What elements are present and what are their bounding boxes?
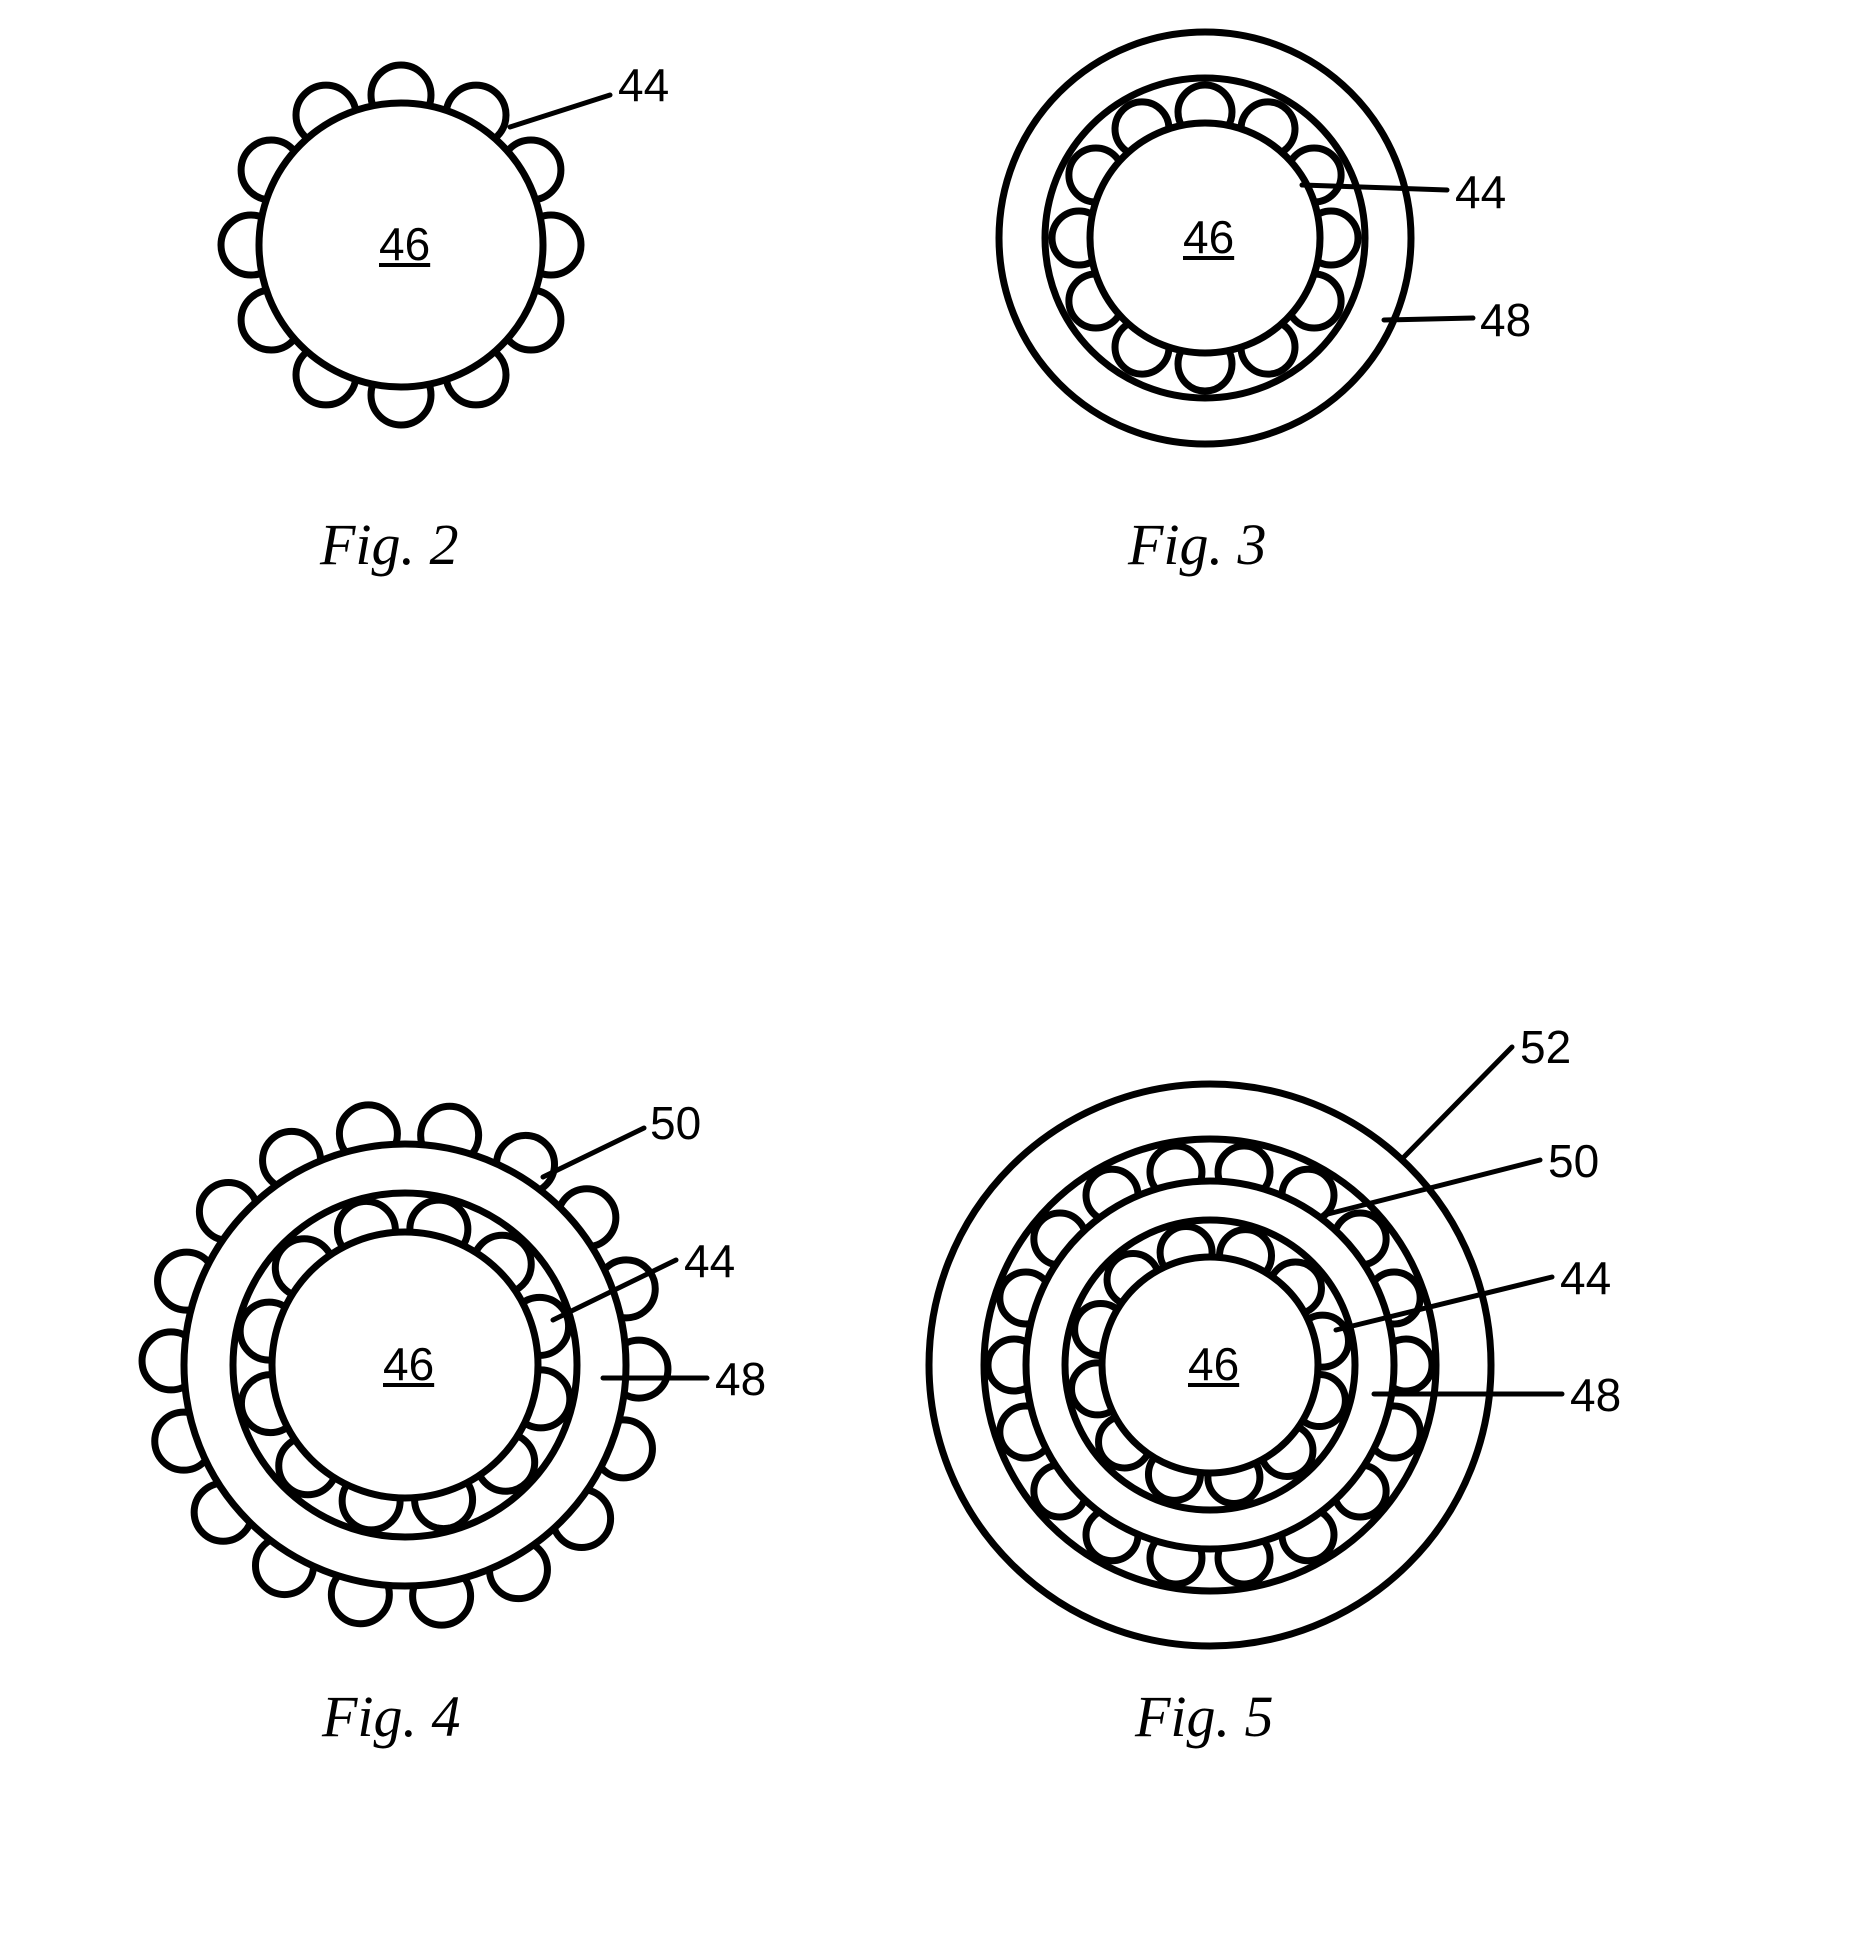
fig5-label-outer-balls: 50 [1548, 1134, 1599, 1188]
fig5-label-inner-balls: 44 [1560, 1251, 1611, 1305]
diagram-canvas [0, 0, 1876, 1937]
fig3 [999, 32, 1473, 444]
fig2-caption: Fig. 2 [320, 511, 459, 578]
fig5-caption: Fig. 5 [1135, 1683, 1274, 1750]
fig5-label-outer-ring: 52 [1520, 1020, 1571, 1074]
fig5 [929, 1047, 1562, 1646]
fig3-label-core: 46 [1183, 210, 1234, 264]
fig5-label-middle-ring: 48 [1570, 1368, 1621, 1422]
fig2-label-inner-balls: 44 [618, 58, 669, 112]
fig4-label-inner-balls: 44 [684, 1234, 735, 1288]
fig4-caption: Fig. 4 [322, 1683, 461, 1750]
fig4-label-core: 46 [383, 1337, 434, 1391]
fig3-label-middle-ring: 48 [1480, 293, 1531, 347]
fig3-label-inner-balls: 44 [1455, 165, 1506, 219]
fig4-label-outer-balls: 50 [650, 1096, 701, 1150]
fig4-label-middle-ring: 48 [715, 1352, 766, 1406]
fig3-caption: Fig. 3 [1128, 511, 1267, 578]
fig2-label-core: 46 [379, 217, 430, 271]
fig5-label-core: 46 [1188, 1337, 1239, 1391]
